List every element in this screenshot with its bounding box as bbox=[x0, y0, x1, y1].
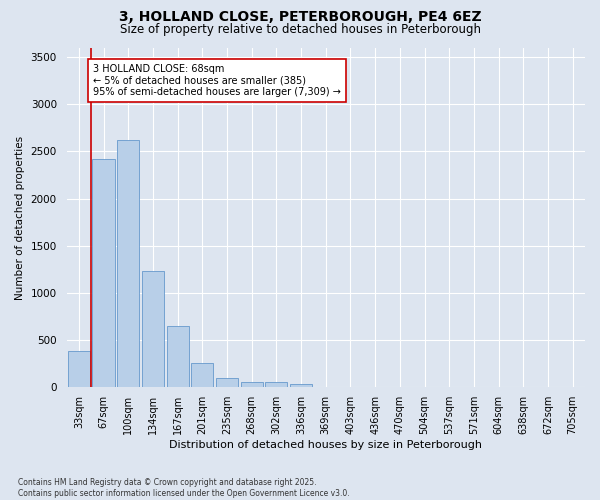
Text: Contains HM Land Registry data © Crown copyright and database right 2025.
Contai: Contains HM Land Registry data © Crown c… bbox=[18, 478, 350, 498]
Bar bbox=[92, 159, 115, 388]
X-axis label: Distribution of detached houses by size in Peterborough: Distribution of detached houses by size … bbox=[169, 440, 482, 450]
Bar bbox=[142, 272, 164, 388]
Bar bbox=[290, 384, 312, 388]
Bar bbox=[241, 382, 263, 388]
Bar bbox=[216, 378, 238, 388]
Text: Size of property relative to detached houses in Peterborough: Size of property relative to detached ho… bbox=[119, 22, 481, 36]
Y-axis label: Number of detached properties: Number of detached properties bbox=[15, 136, 25, 300]
Text: 3, HOLLAND CLOSE, PETERBOROUGH, PE4 6EZ: 3, HOLLAND CLOSE, PETERBOROUGH, PE4 6EZ bbox=[119, 10, 481, 24]
Bar bbox=[68, 351, 90, 388]
Text: 3 HOLLAND CLOSE: 68sqm
← 5% of detached houses are smaller (385)
95% of semi-det: 3 HOLLAND CLOSE: 68sqm ← 5% of detached … bbox=[93, 64, 341, 97]
Bar bbox=[265, 382, 287, 388]
Bar bbox=[167, 326, 189, 388]
Bar bbox=[117, 140, 139, 388]
Bar bbox=[191, 363, 214, 388]
